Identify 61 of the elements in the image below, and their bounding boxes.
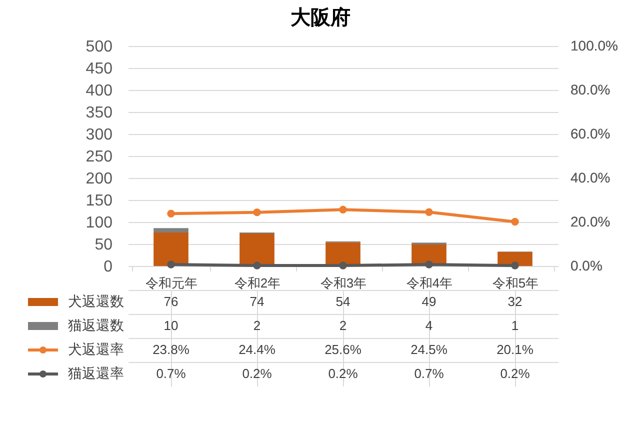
legend-label: 猫返還率 (68, 365, 124, 381)
legend-label: 犬返還率 (68, 341, 124, 357)
legend-label: 犬返還数 (68, 293, 124, 309)
data-label: 54 (336, 294, 350, 309)
y-tick-label: 0 (104, 258, 113, 276)
y2-tick-label: 100.0% (570, 38, 618, 54)
y-tick-label: 300 (86, 126, 113, 144)
point (511, 262, 519, 270)
data-label: 74 (250, 294, 264, 309)
data-label: 0.2% (242, 366, 272, 381)
point (425, 260, 433, 268)
data-label: 0.7% (414, 366, 444, 381)
bar (154, 228, 188, 233)
y2-tick-label: 60.0% (570, 126, 610, 142)
data-label: 25.6% (324, 342, 362, 357)
y2-tick-label: 20.0% (570, 214, 610, 230)
chart-title: 大阪府 (290, 6, 351, 29)
x-tick-label: 令和3年 (320, 276, 367, 290)
point (339, 206, 347, 214)
data-label: 0.2% (500, 366, 530, 381)
data-label: 49 (422, 294, 436, 309)
y-tick-label: 100 (86, 214, 113, 232)
data-label: 24.5% (410, 342, 448, 357)
data-label: 24.4% (238, 342, 276, 357)
data-label: 32 (508, 294, 522, 309)
y-tick-label: 450 (86, 60, 113, 78)
data-label: 20.1% (496, 342, 534, 357)
data-label: 0.2% (328, 366, 358, 381)
data-label: 2 (253, 318, 261, 333)
data-label: 23.8% (152, 342, 190, 357)
point (339, 262, 347, 270)
data-label: 4 (425, 318, 433, 333)
bar (240, 233, 274, 266)
point (253, 262, 261, 270)
data-label: 10 (164, 318, 178, 333)
x-tick-label: 令和4年 (406, 276, 453, 290)
y-tick-label: 350 (86, 104, 113, 122)
x-tick-label: 令和5年 (492, 276, 539, 290)
y2-tick-label: 80.0% (570, 82, 610, 98)
data-label: 0.7% (156, 366, 186, 381)
data-label: 1 (511, 318, 519, 333)
y-tick-label: 50 (94, 236, 113, 254)
point (425, 208, 433, 216)
point (167, 260, 175, 268)
legend-label: 猫返還数 (68, 317, 124, 333)
x-tick-label: 令和元年 (146, 276, 198, 290)
point (511, 218, 519, 226)
y-tick-label: 200 (86, 170, 113, 188)
data-label: 2 (339, 318, 347, 333)
y-tick-label: 250 (86, 148, 113, 166)
y2-tick-label: 40.0% (570, 170, 610, 186)
y-tick-label: 400 (86, 82, 113, 100)
data-label: 76 (164, 294, 178, 309)
point (253, 208, 261, 216)
y-tick-label: 500 (86, 38, 113, 56)
bar (326, 242, 360, 266)
bar (154, 232, 188, 266)
y2-tick-label: 0.0% (570, 258, 602, 274)
x-tick-label: 令和2年 (234, 276, 281, 290)
point (167, 210, 175, 218)
y-tick-label: 150 (86, 192, 113, 210)
